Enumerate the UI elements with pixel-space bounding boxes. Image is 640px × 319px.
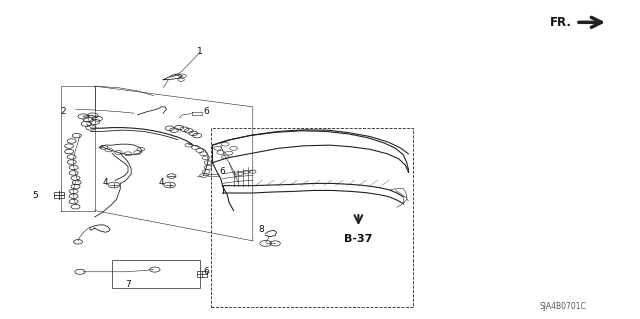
Text: 8: 8: [259, 225, 264, 234]
Bar: [54, 192, 64, 198]
Text: 1: 1: [197, 47, 202, 56]
Text: B-37: B-37: [344, 234, 372, 244]
Text: 6: 6: [220, 167, 225, 176]
Text: 6: 6: [204, 267, 209, 276]
Text: 2: 2: [60, 107, 65, 116]
Text: 6: 6: [204, 107, 209, 115]
Text: SJA4B0701C: SJA4B0701C: [540, 302, 587, 311]
Text: 5: 5: [33, 191, 38, 200]
Bar: [112, 260, 200, 288]
Text: 4: 4: [159, 178, 164, 187]
Text: FR.: FR.: [550, 16, 572, 29]
Bar: [211, 128, 413, 307]
Text: 7: 7: [125, 280, 131, 289]
Text: 4: 4: [102, 178, 108, 187]
Bar: [197, 271, 207, 277]
